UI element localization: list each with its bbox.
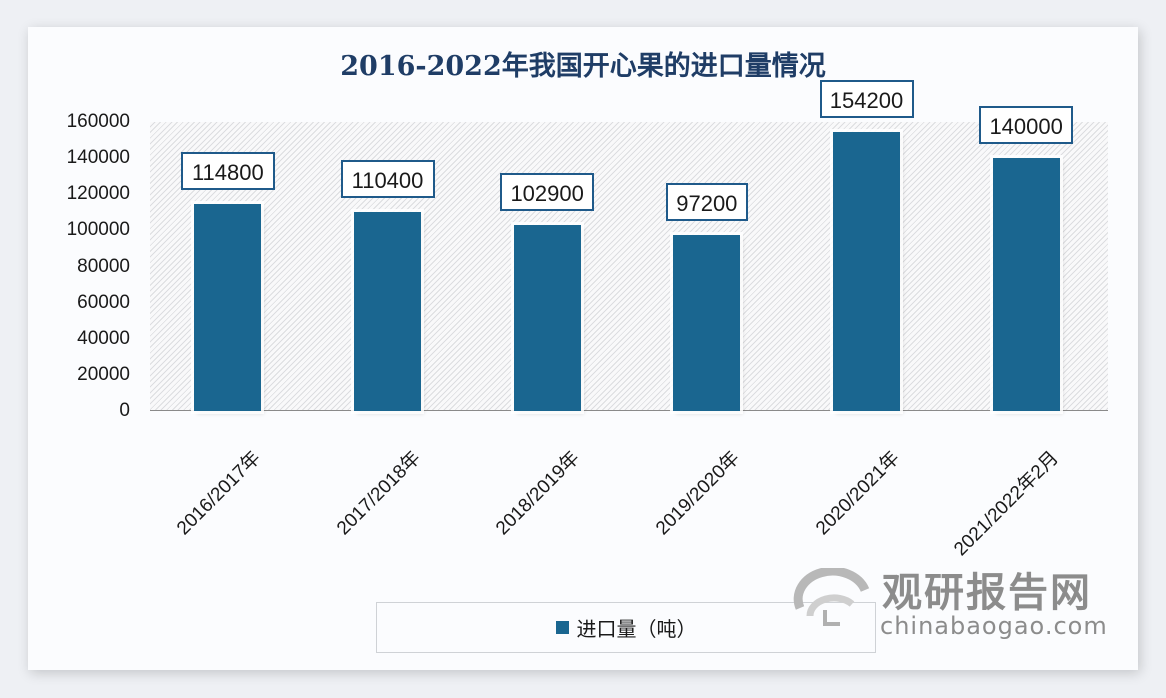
bar (354, 211, 421, 411)
bar (194, 203, 262, 411)
y-tick-label: 120000 (66, 183, 130, 205)
y-tick-label: 40000 (77, 327, 130, 349)
y-tick-label: 0 (119, 400, 130, 421)
bar (673, 235, 741, 411)
watermark-logo-icon (793, 568, 870, 626)
x-axis-line (150, 410, 1108, 411)
chart-title: 2016-2022年我国开心果的进口量情况 (340, 51, 826, 82)
y-tick-label: 60000 (77, 291, 130, 313)
data-label: 102900 (500, 173, 595, 212)
data-label: 110400 (340, 159, 435, 198)
watermark-en: chinabaogao.com (880, 612, 1108, 640)
legend-label: 进口量（吨） (576, 617, 697, 641)
data-label: 114800 (180, 151, 275, 190)
bar (833, 132, 900, 411)
bar (513, 225, 581, 411)
bar (992, 158, 1060, 411)
data-label: 97200 (665, 183, 748, 222)
y-tick-label: 140000 (66, 147, 130, 169)
watermark: 观研报告网 chinabaogao.com (790, 560, 1120, 650)
data-label: 140000 (979, 106, 1074, 145)
plot-area (150, 122, 1108, 411)
y-tick-label: 20000 (77, 363, 130, 385)
legend: 进口量（吨） (376, 602, 876, 653)
watermark-cn: 观研报告网 (882, 570, 1092, 616)
data-label: 154200 (819, 80, 914, 119)
y-tick-label: 100000 (66, 219, 130, 241)
legend-swatch-icon (555, 621, 569, 634)
y-tick-label: 80000 (77, 255, 130, 277)
y-tick-label: 160000 (66, 111, 130, 132)
